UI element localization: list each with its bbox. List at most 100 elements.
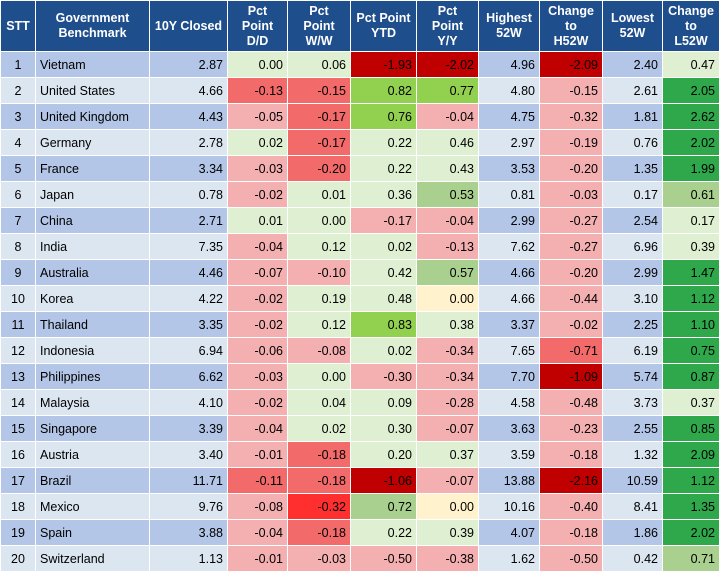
cell-stt: 19 [0,519,36,546]
table-row: 3 United Kingdom 4.43 -0.05 -0.17 0.76 -0.04 4.… [0,103,720,130]
cell-benchmark: Austria [35,441,150,468]
header-10y-closed: 10Y Closed [149,0,228,52]
cell-dd: -0.08 [227,493,288,520]
cell-yy: 0.00 [416,285,479,312]
cell-high-52w: 1.62 [478,545,540,572]
cell-ww: -0.18 [287,467,351,494]
cell-10y-closed: 4.43 [149,103,228,130]
cell-change-l52w: 2.05 [662,77,720,104]
cell-change-h52w: -0.44 [539,285,603,312]
cell-dd: -0.03 [227,363,288,390]
cell-ww: 0.02 [287,415,351,442]
header-row: STT Government Benchmark 10Y Closed Pct Point… [0,0,720,52]
cell-ww: -0.17 [287,129,351,156]
cell-change-l52w: 1.35 [662,493,720,520]
cell-low-52w: 2.55 [602,415,663,442]
cell-low-52w: 2.61 [602,77,663,104]
cell-low-52w: 1.86 [602,519,663,546]
cell-change-h52w: -0.40 [539,493,603,520]
cell-yy: 0.00 [416,493,479,520]
table-row: 5 France 3.34 -0.03 -0.20 0.22 0.43 3.53 -0.20 1.… [0,155,720,182]
cell-ytd: 0.83 [350,311,417,338]
table-row: 15 Singapore 3.39 -0.04 0.02 0.30 -0.07 3.63 -0.… [0,415,720,442]
cell-10y-closed: 3.88 [149,519,228,546]
cell-low-52w: 8.41 [602,493,663,520]
header-dd: Pct Point D/D [227,0,288,52]
cell-change-l52w: 2.62 [662,103,720,130]
cell-ww: -0.18 [287,441,351,468]
cell-change-h52w: -0.19 [539,129,603,156]
cell-stt: 17 [0,467,36,494]
cell-ww: -0.10 [287,259,351,286]
cell-high-52w: 2.99 [478,207,540,234]
cell-ytd: -1.93 [350,51,417,78]
cell-high-52w: 4.66 [478,259,540,286]
cell-low-52w: 2.25 [602,311,663,338]
cell-high-52w: 10.16 [478,493,540,520]
cell-10y-closed: 4.46 [149,259,228,286]
cell-high-52w: 0.81 [478,181,540,208]
cell-change-h52w: -0.03 [539,181,603,208]
cell-change-l52w: 0.39 [662,233,720,260]
cell-ytd: 0.02 [350,337,417,364]
cell-change-l52w: 0.61 [662,181,720,208]
cell-dd: -0.02 [227,181,288,208]
cell-change-h52w: -0.27 [539,207,603,234]
cell-ww: -0.15 [287,77,351,104]
table-row: 1 Vietnam 2.87 0.00 0.06 -1.93 -2.02 4.96 -2.09 2… [0,51,720,78]
cell-ytd: -0.17 [350,207,417,234]
header-ytd: Pct Point YTD [350,0,417,52]
cell-ww: -0.08 [287,337,351,364]
cell-low-52w: 6.19 [602,337,663,364]
cell-stt: 9 [0,259,36,286]
cell-high-52w: 7.62 [478,233,540,260]
cell-10y-closed: 7.35 [149,233,228,260]
cell-change-l52w: 0.85 [662,415,720,442]
cell-low-52w: 1.35 [602,155,663,182]
table-body: 1 Vietnam 2.87 0.00 0.06 -1.93 -2.02 4.96 -2.09 2… [0,51,720,572]
cell-stt: 14 [0,389,36,416]
cell-dd: -0.02 [227,311,288,338]
cell-change-h52w: -0.23 [539,415,603,442]
cell-low-52w: 3.10 [602,285,663,312]
table-row: 17 Brazil 11.71 -0.11 -0.18 -1.06 -0.07 13.88 -2… [0,467,720,494]
cell-high-52w: 4.07 [478,519,540,546]
cell-low-52w: 10.59 [602,467,663,494]
table-row: 19 Spain 3.88 -0.04 -0.18 0.22 0.39 4.07 -0.18 1.… [0,519,720,546]
header-low-52w: Lowest 52W [602,0,663,52]
cell-10y-closed: 6.62 [149,363,228,390]
cell-stt: 4 [0,129,36,156]
cell-change-h52w: -0.02 [539,311,603,338]
cell-change-l52w: 2.02 [662,129,720,156]
cell-dd: -0.05 [227,103,288,130]
cell-change-h52w: -0.20 [539,259,603,286]
cell-dd: -0.02 [227,285,288,312]
header-change-h52w: Change to H52W [539,0,603,52]
cell-yy: 0.46 [416,129,479,156]
cell-change-h52w: -0.32 [539,103,603,130]
cell-yy: -0.04 [416,103,479,130]
cell-stt: 16 [0,441,36,468]
cell-ytd: -1.06 [350,467,417,494]
cell-ww: -0.03 [287,545,351,572]
cell-yy: 0.37 [416,441,479,468]
table-row: 6 Japan 0.78 -0.02 0.01 0.36 0.53 0.81 -0.03 0.17… [0,181,720,208]
cell-low-52w: 2.99 [602,259,663,286]
cell-ytd: 0.76 [350,103,417,130]
cell-change-h52w: -2.09 [539,51,603,78]
cell-ww: 0.00 [287,207,351,234]
cell-benchmark: Vietnam [35,51,150,78]
cell-10y-closed: 6.94 [149,337,228,364]
cell-10y-closed: 3.40 [149,441,228,468]
cell-dd: -0.04 [227,233,288,260]
cell-ytd: 0.36 [350,181,417,208]
cell-yy: 0.53 [416,181,479,208]
cell-benchmark: Korea [35,285,150,312]
cell-benchmark: Singapore [35,415,150,442]
cell-low-52w: 1.81 [602,103,663,130]
table-header: STT Government Benchmark 10Y Closed Pct Point… [0,0,720,52]
cell-ytd: 0.48 [350,285,417,312]
cell-high-52w: 4.58 [478,389,540,416]
cell-change-l52w: 0.71 [662,545,720,572]
cell-10y-closed: 9.76 [149,493,228,520]
